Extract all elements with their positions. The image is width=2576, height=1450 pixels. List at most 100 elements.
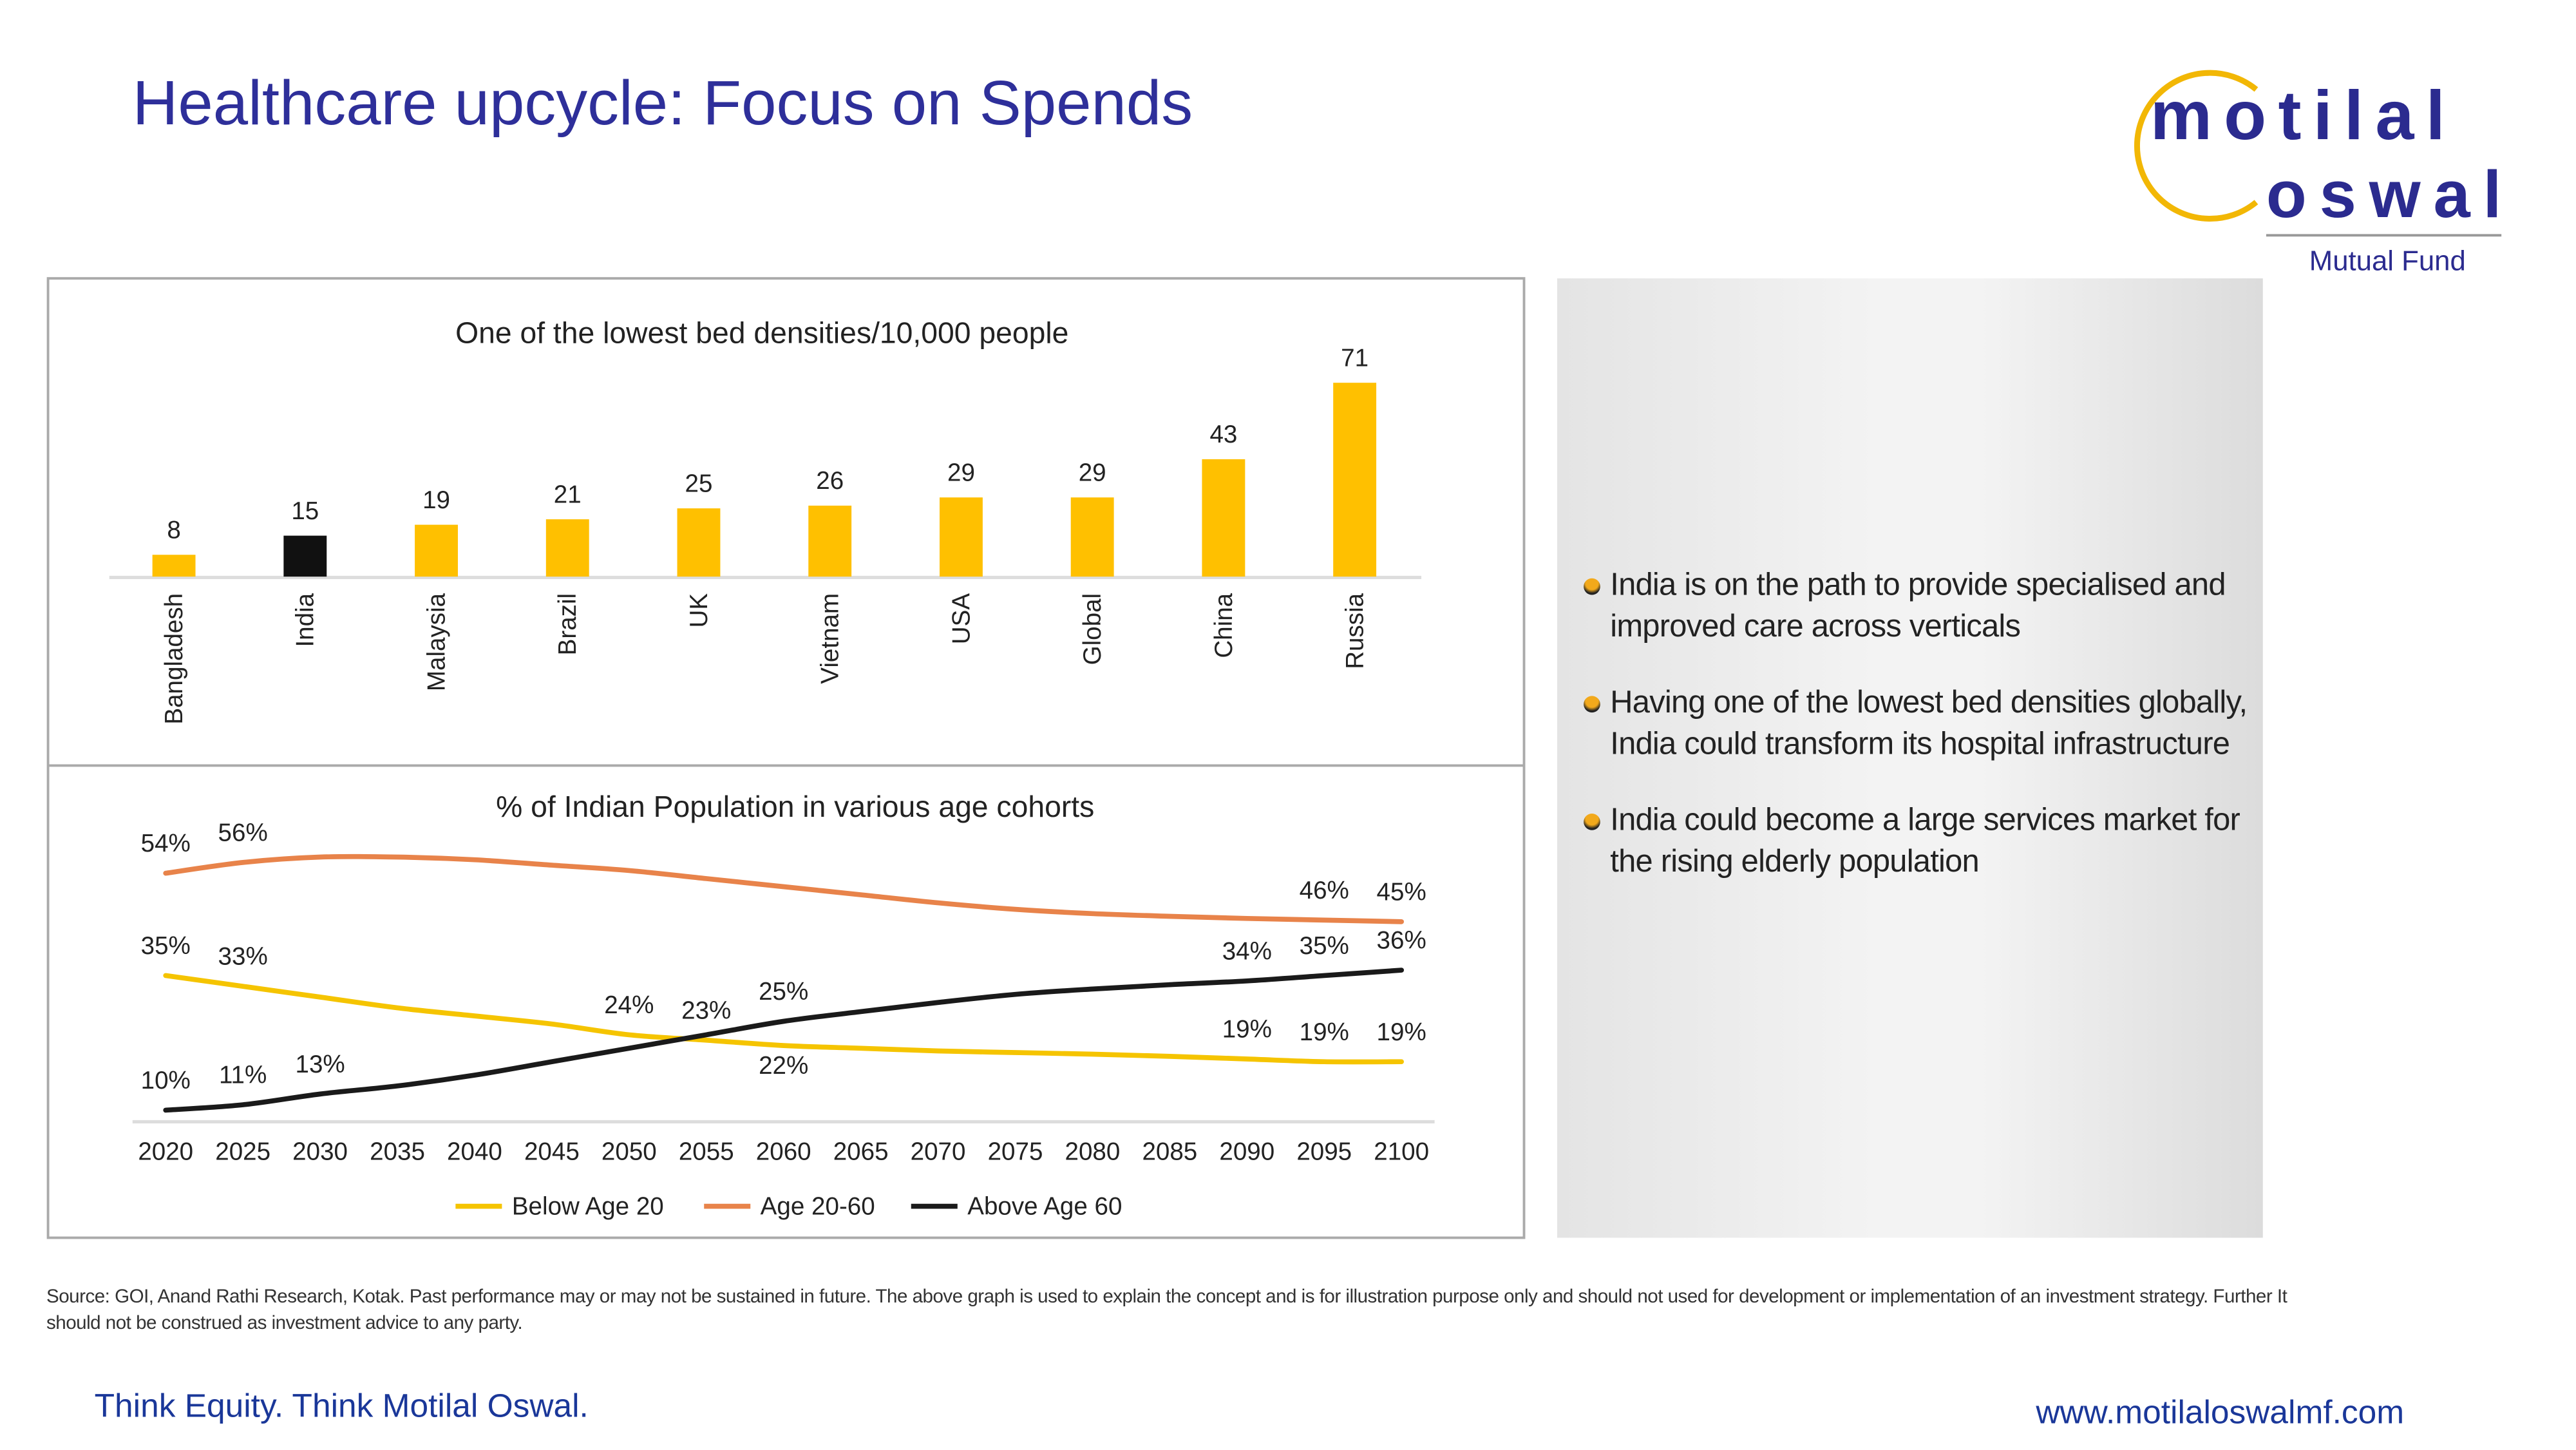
website-link[interactable]: www.motilaloswalmf.com: [2036, 1395, 2405, 1432]
data-label: 46%: [1300, 877, 1349, 904]
bar-value-label: 29: [947, 459, 975, 487]
x-tick-label: 2070: [911, 1138, 966, 1166]
bullet-text: India is on the path to provide speciali…: [1610, 568, 2226, 644]
bar-value-label: 29: [1079, 459, 1106, 487]
data-label: 35%: [141, 932, 191, 960]
bar-category-label: India: [292, 593, 319, 647]
bullet-list: India is on the path to provide speciali…: [1584, 567, 2253, 883]
x-tick-label: 2060: [756, 1138, 811, 1166]
line-age-20-60: [163, 854, 1405, 924]
bullet-text: Having one of the lowest bed densities g…: [1610, 685, 2248, 761]
bullet-item: India is on the path to provide speciali…: [1584, 567, 2253, 648]
bullet-icon: [1584, 578, 1600, 595]
page-title: Healthcare upcycle: Focus on Spends: [132, 70, 1193, 140]
motilal-oswal-logo: motilal oswal Mutual Fund: [2134, 70, 2501, 276]
data-label: 35%: [1300, 932, 1349, 960]
bar-value-label: 26: [816, 467, 844, 495]
line-chart: 35% 33% 24% 23% 22% 19% 19% 19% 54% 56% 46% 45% 10% 1…: [138, 819, 1429, 1165]
bar-global: [1070, 497, 1114, 577]
data-label: 56%: [218, 819, 268, 846]
x-tick-label: 2045: [524, 1138, 580, 1166]
insights-panel: India is on the path to provide speciali…: [1557, 278, 2263, 1238]
bullet-text: India could become a large services mark…: [1610, 803, 2240, 879]
data-label: 22%: [759, 1052, 808, 1080]
line-below-age-20: [163, 973, 1405, 1065]
bar-value-label: 19: [422, 486, 450, 514]
x-tick-label: 2085: [1142, 1138, 1197, 1166]
chart-frame: [46, 277, 1526, 1239]
data-label: 10%: [141, 1067, 191, 1094]
bar-category-label: Global: [1079, 593, 1106, 665]
data-label: 33%: [218, 943, 268, 971]
data-label: 19%: [1222, 1016, 1272, 1044]
logo-text-motilal: motilal: [2150, 76, 2445, 154]
bar-category-label: China: [1210, 593, 1238, 658]
bar-usa: [940, 497, 983, 577]
legend-label: Below Age 20: [512, 1192, 664, 1220]
bar-category-label: Bangladesh: [160, 593, 188, 725]
bar-china: [1202, 459, 1245, 577]
data-label: 36%: [1377, 927, 1426, 955]
bullet-item: Having one of the lowest bed densities g…: [1584, 684, 2253, 765]
x-tick-label: 2100: [1374, 1138, 1429, 1166]
bar-brazil: [545, 519, 589, 577]
data-label: 19%: [1300, 1018, 1349, 1046]
bar-category-label: Malaysia: [422, 593, 450, 691]
bar-uk: [677, 508, 721, 577]
bar-bangladesh: [152, 555, 196, 577]
x-tick-label: 2025: [215, 1138, 270, 1166]
x-tick-label: 2030: [292, 1138, 348, 1166]
bar-value-label: 8: [167, 517, 180, 544]
bar-value-label: 21: [554, 481, 582, 508]
logo-text-oswal: oswal: [2266, 157, 2501, 231]
x-tick-label: 2040: [447, 1138, 502, 1166]
bullet-icon: [1584, 696, 1600, 713]
x-tick-label: 2075: [988, 1138, 1043, 1166]
data-label: 11%: [219, 1062, 267, 1089]
bar-category-label: Russia: [1341, 593, 1368, 669]
footer-tagline: Think Equity. Think Motilal Oswal.: [94, 1388, 589, 1426]
data-label: 24%: [604, 991, 654, 1019]
bar-vietnam: [808, 505, 852, 577]
line-legend: Below Age 20 Age 20-60 Above Age 60: [455, 1192, 1122, 1220]
logo-ring: [2134, 70, 2259, 222]
bar-russia: [1333, 383, 1377, 577]
x-tick-label: 2080: [1065, 1138, 1121, 1166]
bar-category-label: Vietnam: [817, 593, 844, 684]
bar-category-label: UK: [685, 593, 713, 628]
line-above-age-60: [163, 968, 1405, 1113]
bar-chart: 8 Bangladesh 15 India 19 Malaysia 21 Brazil 25 UK…: [152, 344, 1377, 725]
x-tick-label: 2020: [138, 1138, 193, 1166]
bar-value-label: 43: [1209, 421, 1237, 448]
line-chart-title: % of Indian Population in various age co…: [496, 790, 1094, 823]
x-tick-label: 2065: [833, 1138, 889, 1166]
data-label: 54%: [141, 830, 191, 857]
bar-value-label: 71: [1341, 344, 1368, 372]
bar-value-label: 25: [685, 470, 713, 497]
bullet-icon: [1584, 813, 1600, 830]
bar-chart-title: One of the lowest bed densities/10,000 p…: [455, 316, 1068, 349]
source-disclaimer: Source: GOI, Anand Rathi Research, Kotak…: [46, 1287, 2287, 1334]
bar-malaysia: [415, 524, 458, 577]
bar-category-label: Brazil: [554, 593, 582, 655]
legend-label: Age 20-60: [761, 1192, 875, 1220]
x-tick-label: 2095: [1296, 1138, 1352, 1166]
data-label: 19%: [1377, 1018, 1426, 1046]
logo-text-mutual-fund: Mutual Fund: [2309, 245, 2466, 276]
x-tick-label: 2050: [601, 1138, 657, 1166]
x-tick-label: 2035: [370, 1138, 425, 1166]
bar-category-label: USA: [947, 593, 975, 645]
bar-value-label: 15: [291, 497, 319, 525]
data-label: 23%: [681, 997, 731, 1024]
data-label: 45%: [1377, 878, 1426, 906]
x-tick-label: 2055: [679, 1138, 734, 1166]
legend-label: Above Age 60: [967, 1192, 1122, 1220]
data-label: 13%: [295, 1051, 345, 1078]
data-label: 25%: [759, 978, 808, 1006]
bar-india: [283, 535, 327, 577]
bullet-item: India could become a large services mark…: [1584, 802, 2253, 883]
data-label: 34%: [1222, 937, 1272, 965]
x-tick-label: 2090: [1219, 1138, 1274, 1166]
